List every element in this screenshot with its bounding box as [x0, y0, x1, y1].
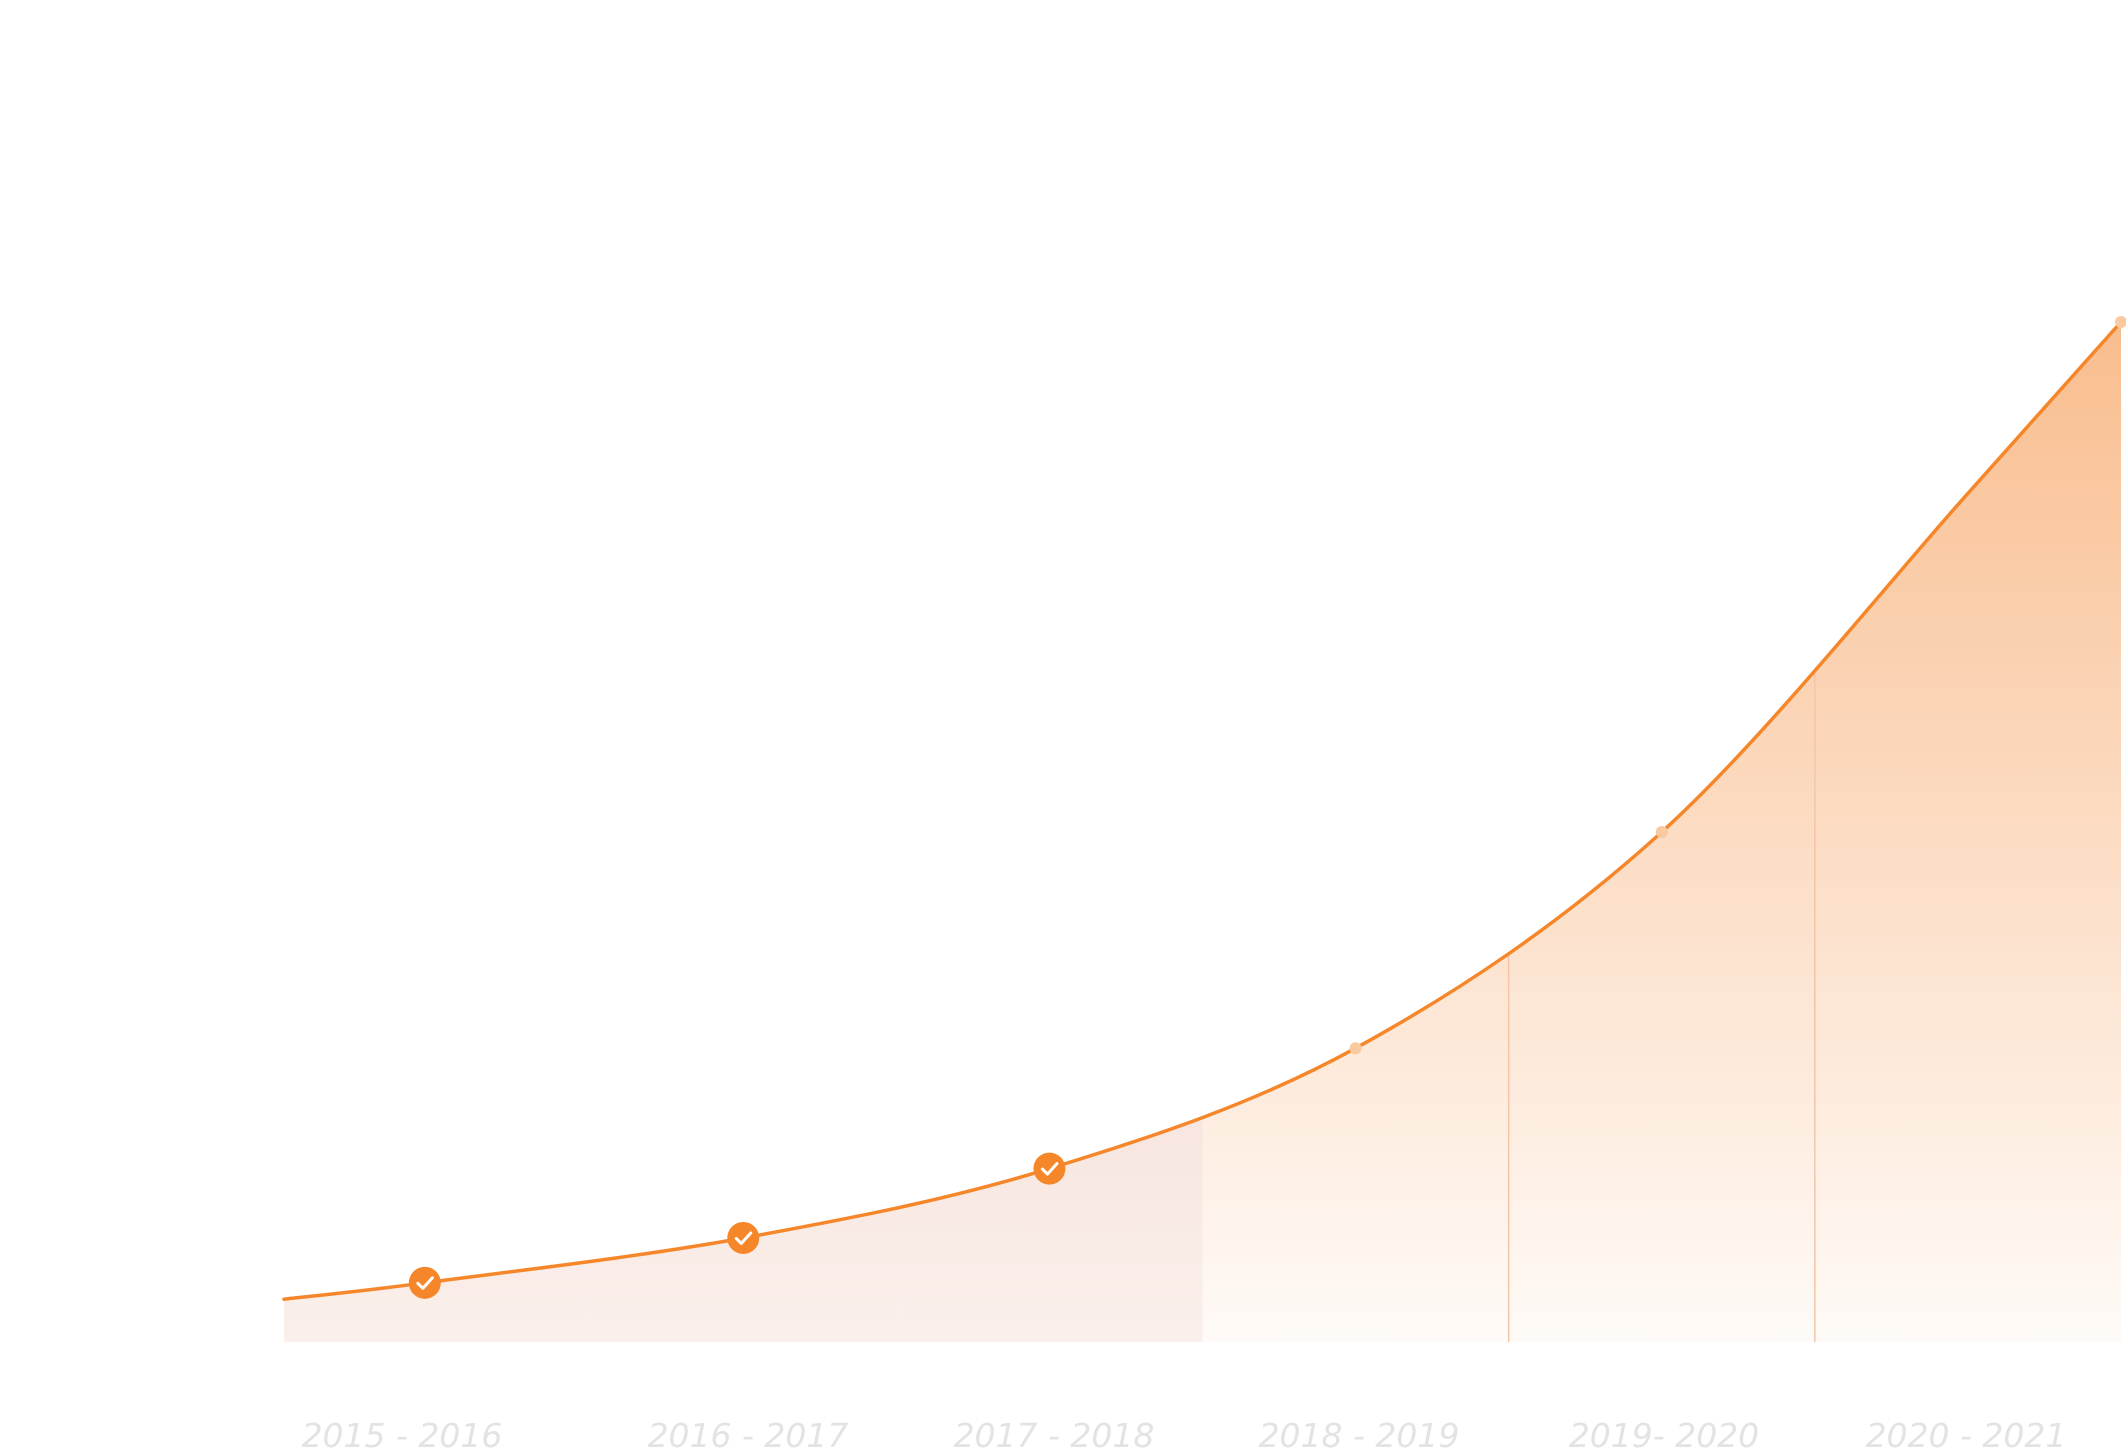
marker-dot	[408, 1266, 441, 1299]
check-icon	[734, 1231, 753, 1245]
area-band-3	[896, 1117, 1203, 1342]
series-line	[282, 320, 2123, 1301]
marker-dot	[1349, 1042, 1362, 1055]
check-icon	[416, 1276, 434, 1290]
area-bands	[284, 322, 2121, 1342]
pending-point-marker	[1655, 826, 1668, 838]
check-icon	[1040, 1162, 1059, 1176]
x-tick-label: 2015 - 2016	[302, 1416, 503, 1450]
area-band-1	[284, 1261, 591, 1342]
x-axis-tick-labels: 2015 - 2016 2016 - 2017 2017 - 2018 2018 - …	[302, 1416, 2067, 1450]
completed-point-marker	[727, 1221, 760, 1254]
area-band-2	[590, 1208, 897, 1342]
x-tick-label: 2017 - 2018	[954, 1416, 1155, 1450]
x-tick-label: 2016 - 2017	[648, 1416, 849, 1450]
marker-dot	[2115, 316, 2126, 328]
pending-point-marker	[2115, 316, 2126, 328]
area-band-4	[1202, 953, 1509, 1342]
data-point-markers	[408, 316, 2126, 1299]
x-tick-label: 2020 - 2021	[1866, 1416, 2067, 1450]
marker-dot	[1033, 1152, 1066, 1185]
pending-point-marker	[1349, 1042, 1362, 1055]
area-band-6	[1814, 322, 2121, 1342]
area-band-5	[1508, 670, 1815, 1342]
completed-point-marker	[408, 1266, 441, 1299]
marker-dot	[727, 1221, 760, 1254]
x-tick-label: 2019- 2020	[1569, 1416, 1759, 1450]
marker-dot	[1655, 826, 1668, 838]
completed-point-marker	[1033, 1152, 1066, 1185]
x-tick-label: 2018 - 2019	[1259, 1416, 1460, 1450]
